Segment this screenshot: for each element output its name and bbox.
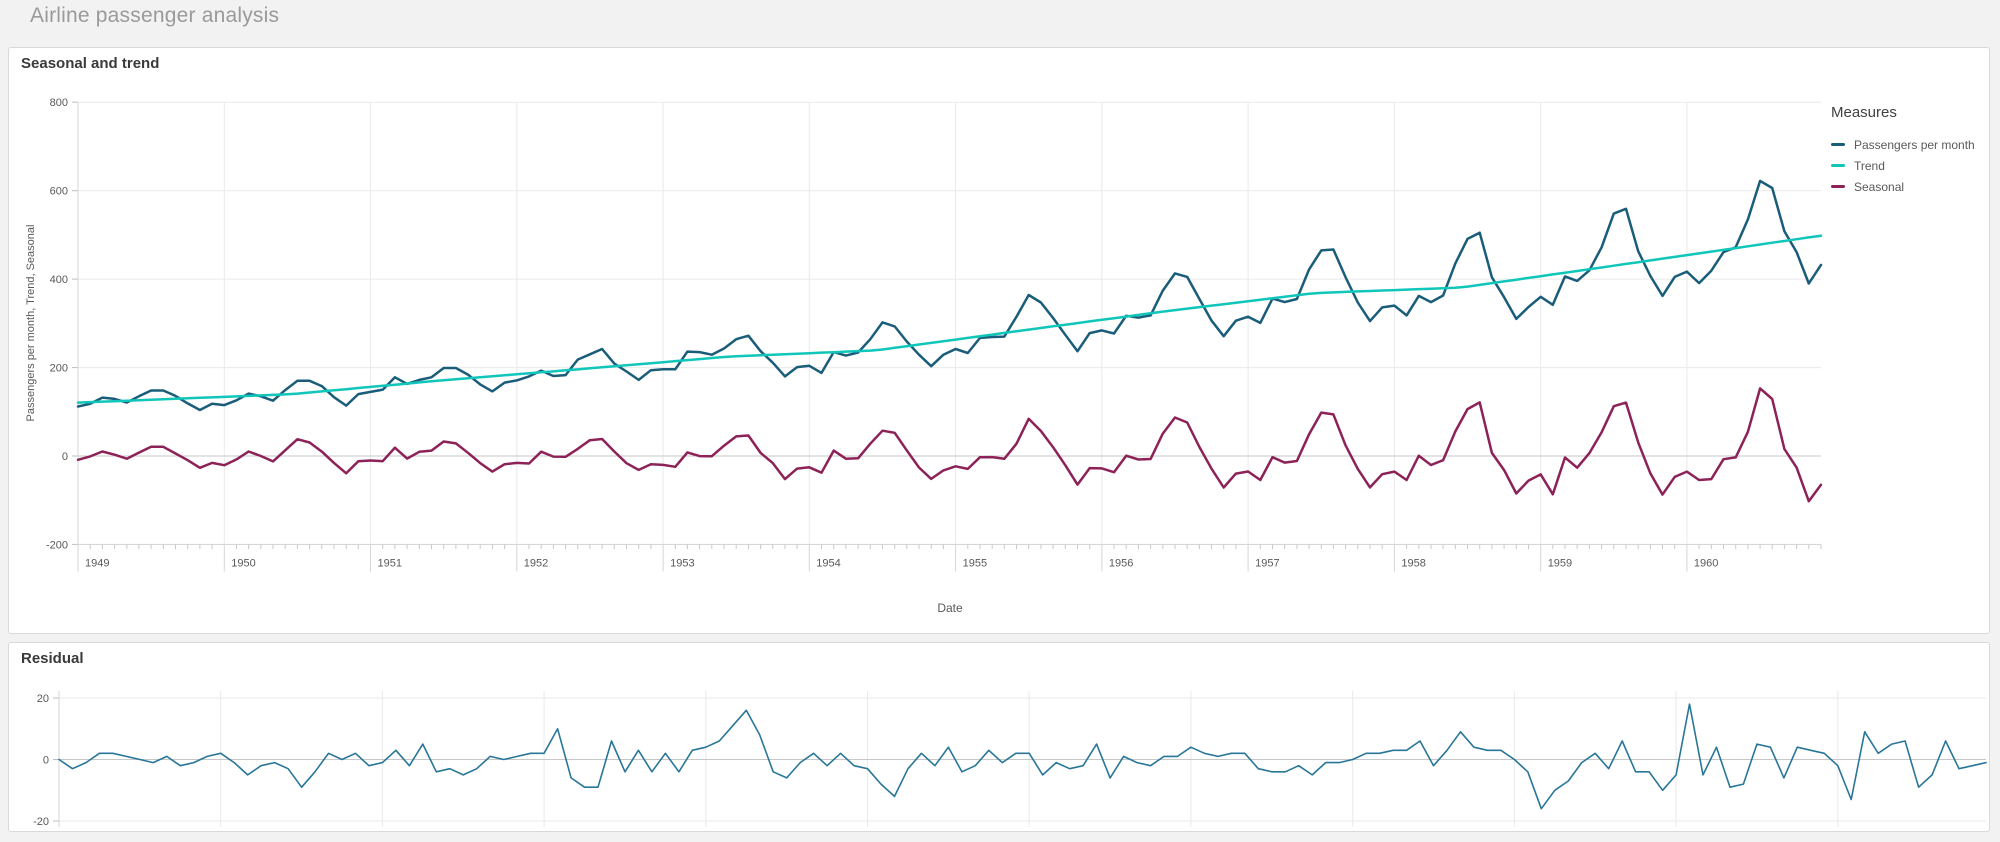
legend-item-passengers-per-month[interactable]: Passengers per month <box>1831 134 1991 155</box>
svg-text:1953: 1953 <box>670 558 694 570</box>
chart-card-residual: 20 0 -20 Residual <box>8 642 1990 832</box>
svg-text:1955: 1955 <box>963 558 987 570</box>
chart-card-seasonal-trend: 800 600 400 200 0 -200 1949 1950 1951 1952 1953 195… <box>8 47 1990 634</box>
svg-text:1960: 1960 <box>1694 558 1718 570</box>
svg-text:200: 200 <box>50 363 68 375</box>
legend-item-label: Seasonal <box>1854 179 1905 194</box>
svg-text:1949: 1949 <box>85 558 109 570</box>
svg-text:1951: 1951 <box>378 558 402 570</box>
legend-item-trend[interactable]: Trend <box>1831 155 1991 176</box>
seasonal-trend-plot[interactable]: 800 600 400 200 0 -200 1949 1950 1951 1952 1953 195… <box>9 48 1991 635</box>
svg-text:-20: -20 <box>33 816 49 828</box>
svg-text:1956: 1956 <box>1109 558 1133 570</box>
legend-title: Measures <box>1831 104 1897 121</box>
seasonal-line-swatch-icon <box>1831 185 1845 188</box>
x-axis-title: Date <box>937 601 963 615</box>
svg-text:1958: 1958 <box>1401 558 1425 570</box>
svg-text:1957: 1957 <box>1255 558 1279 570</box>
svg-text:-200: -200 <box>46 539 68 551</box>
passengers-line-swatch-icon <box>1831 143 1845 146</box>
trend-line-swatch-icon <box>1831 164 1845 167</box>
svg-text:1950: 1950 <box>231 558 255 570</box>
svg-text:0: 0 <box>62 451 68 463</box>
sheet-title: Airline passenger analysis <box>30 4 280 27</box>
svg-text:1954: 1954 <box>816 558 840 570</box>
svg-text:400: 400 <box>50 274 68 286</box>
legend-item-seasonal[interactable]: Seasonal <box>1831 176 1991 197</box>
y-axis-title: Passengers per month, Trend, Seasonal <box>25 224 37 422</box>
svg-text:1959: 1959 <box>1548 558 1572 570</box>
svg-text:1952: 1952 <box>524 558 548 570</box>
svg-text:0: 0 <box>43 755 49 767</box>
legend-item-label: Passengers per month <box>1854 137 1975 152</box>
legend-item-label: Trend <box>1854 158 1885 173</box>
residual-plot[interactable]: 20 0 -20 <box>9 643 1991 833</box>
chart-title-seasonal-trend: Seasonal and trend <box>21 55 160 72</box>
svg-text:20: 20 <box>37 693 49 705</box>
chart-title-residual: Residual <box>21 650 84 667</box>
svg-text:600: 600 <box>50 186 68 198</box>
legend: Measures Passengers per month Trend Seas… <box>1831 104 1991 197</box>
svg-text:800: 800 <box>50 97 68 109</box>
